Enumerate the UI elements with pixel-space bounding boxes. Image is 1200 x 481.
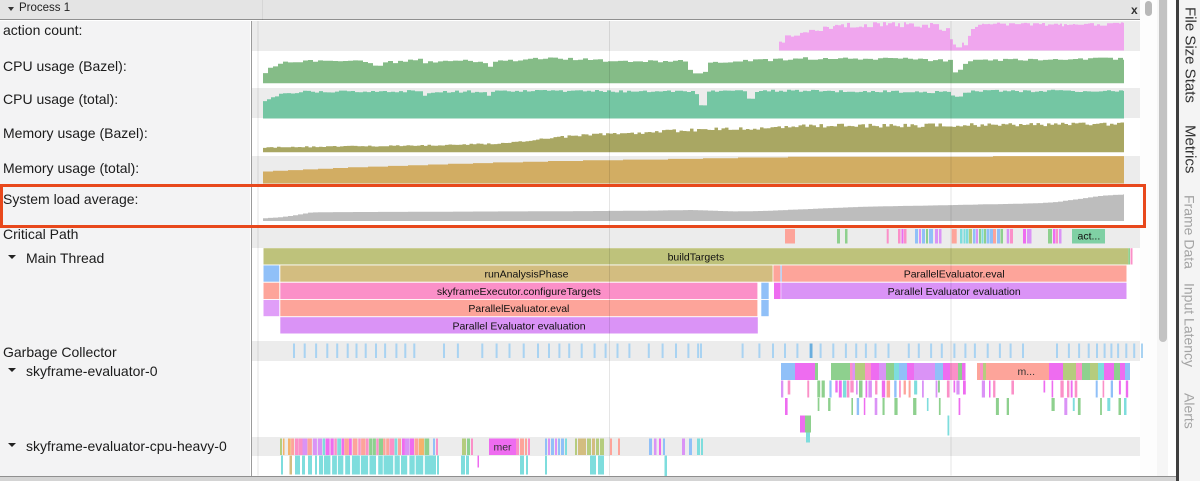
svg-text:buildTargets: buildTargets bbox=[668, 251, 725, 263]
svg-text:Parallel Evaluator evaluation: Parallel Evaluator evaluation bbox=[452, 320, 585, 332]
svg-text:ParallelEvaluator.eval: ParallelEvaluator.eval bbox=[468, 303, 569, 315]
svg-text:ParallelEvaluator.eval: ParallelEvaluator.eval bbox=[904, 269, 1005, 281]
svg-text:mer: mer bbox=[493, 442, 512, 454]
svg-text:m...: m... bbox=[1018, 366, 1036, 378]
svg-text:skyframeExecutor.configureTarg: skyframeExecutor.configureTargets bbox=[437, 286, 601, 298]
svg-text:Parallel Evaluator evaluation: Parallel Evaluator evaluation bbox=[888, 286, 1021, 298]
svg-text:runAnalysisPhase: runAnalysisPhase bbox=[484, 269, 568, 281]
svg-text:act...: act... bbox=[1078, 231, 1101, 243]
